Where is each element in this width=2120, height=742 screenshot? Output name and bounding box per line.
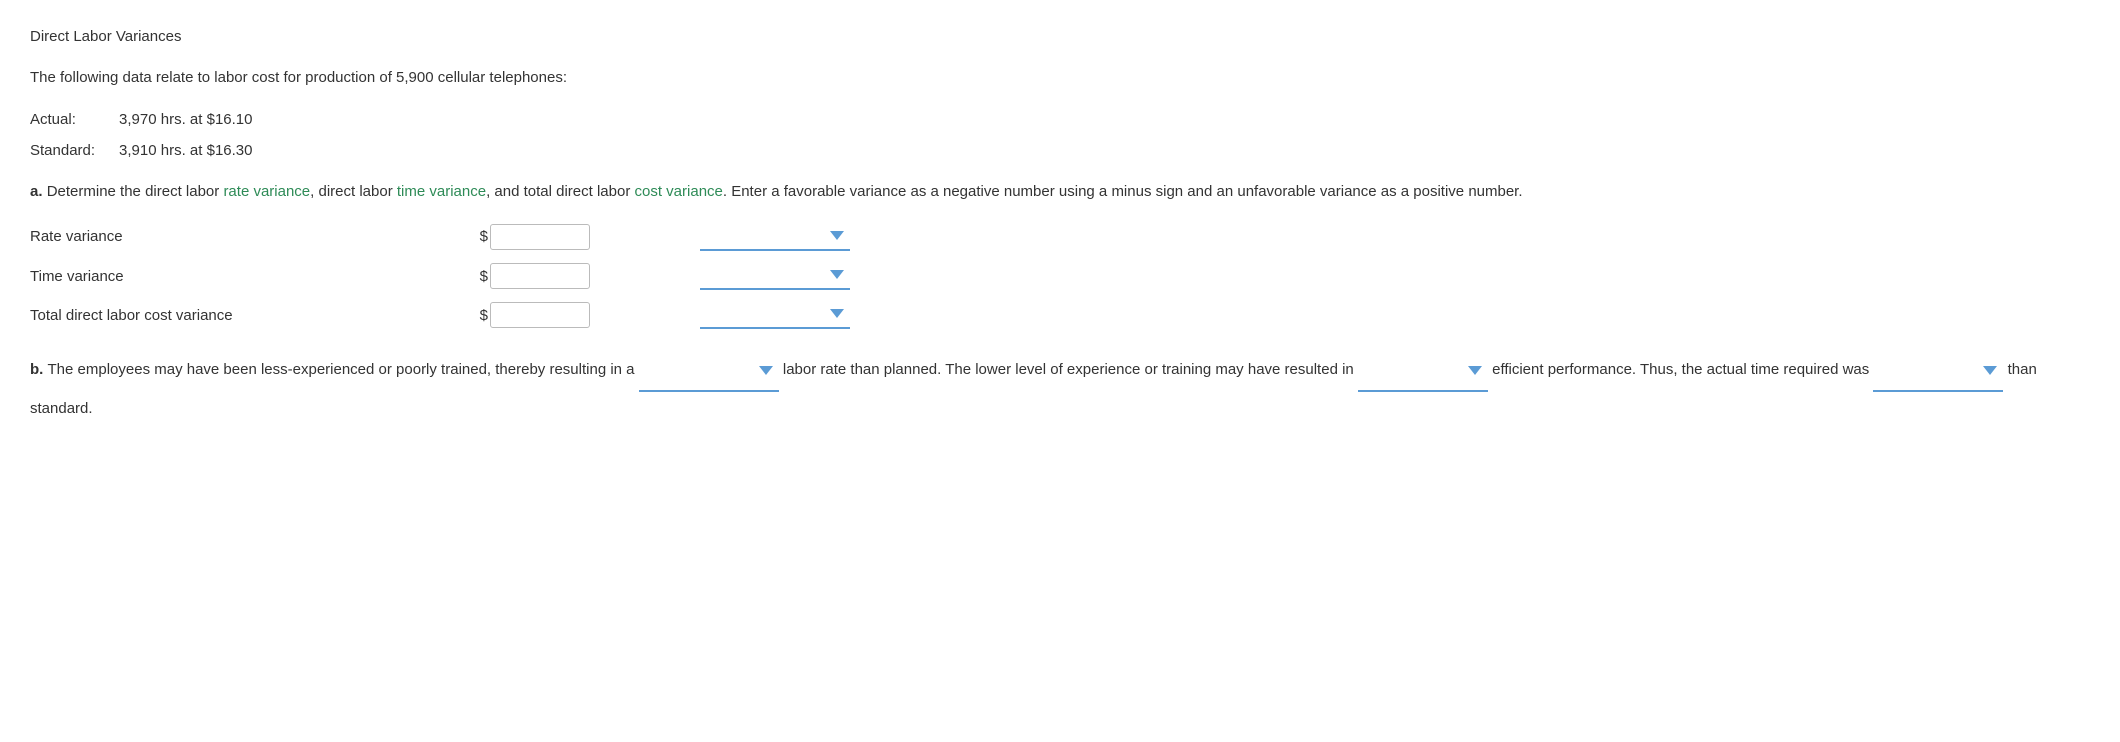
term-rate-variance: rate variance	[223, 183, 310, 200]
total-variance-input[interactable]	[490, 302, 590, 328]
chevron-down-icon	[830, 270, 844, 279]
table-row: Total direct labor cost variance $	[30, 296, 860, 335]
currency-symbol: $	[470, 217, 490, 256]
labor-data-table: Actual: 3,970 hrs. at $16.10 Standard: 3…	[30, 104, 276, 167]
time-variance-select[interactable]	[700, 263, 850, 290]
intro-text: The following data relate to labor cost …	[30, 66, 2090, 89]
table-row: Standard: 3,910 hrs. at $16.30	[30, 135, 276, 166]
chevron-down-icon	[830, 231, 844, 240]
chevron-down-icon	[1983, 366, 1997, 375]
term-cost-variance: cost variance	[635, 183, 723, 200]
part-b-prompt: b. The employees may have been less-expe…	[30, 353, 2090, 426]
rate-variance-input[interactable]	[490, 224, 590, 250]
term-time-variance: time variance	[397, 183, 486, 200]
currency-symbol: $	[470, 296, 490, 335]
standard-label: Standard:	[30, 135, 119, 166]
time-variance-input[interactable]	[490, 263, 590, 289]
part-b-seg-1: The employees may have been less-experie…	[48, 361, 635, 378]
time-variance-label: Time variance	[30, 257, 470, 296]
time-comparison-select[interactable]	[1873, 353, 2003, 392]
currency-symbol: $	[470, 257, 490, 296]
part-a-text-1: Determine the direct labor	[47, 183, 224, 200]
labor-rate-select[interactable]	[639, 353, 779, 392]
part-a-prefix: a.	[30, 183, 43, 200]
part-b-prefix: b.	[30, 361, 43, 378]
chevron-down-icon	[1468, 366, 1482, 375]
rate-variance-label: Rate variance	[30, 217, 470, 256]
rate-variance-select[interactable]	[700, 223, 850, 250]
part-a-text-4: . Enter a favorable variance as a negati…	[723, 183, 1523, 200]
efficiency-select[interactable]	[1358, 353, 1488, 392]
actual-label: Actual:	[30, 104, 119, 135]
chevron-down-icon	[759, 366, 773, 375]
table-row: Time variance $	[30, 257, 860, 296]
total-variance-label: Total direct labor cost variance	[30, 296, 470, 335]
actual-value: 3,970 hrs. at $16.10	[119, 104, 276, 135]
total-variance-select[interactable]	[700, 302, 850, 329]
page-title: Direct Labor Variances	[30, 25, 2090, 48]
chevron-down-icon	[830, 309, 844, 318]
part-a-text-2: , direct labor	[310, 183, 397, 200]
part-a-prompt: a. Determine the direct labor rate varia…	[30, 180, 2090, 203]
table-row: Actual: 3,970 hrs. at $16.10	[30, 104, 276, 135]
part-b-seg-3: efficient performance. Thus, the actual …	[1492, 361, 1869, 378]
standard-value: 3,910 hrs. at $16.30	[119, 135, 276, 166]
table-row: Rate variance $	[30, 217, 860, 256]
part-b-seg-2: labor rate than planned. The lower level…	[783, 361, 1354, 378]
variance-input-table: Rate variance $ Time variance $ Total di…	[30, 217, 860, 335]
part-a-text-3: , and total direct labor	[486, 183, 634, 200]
